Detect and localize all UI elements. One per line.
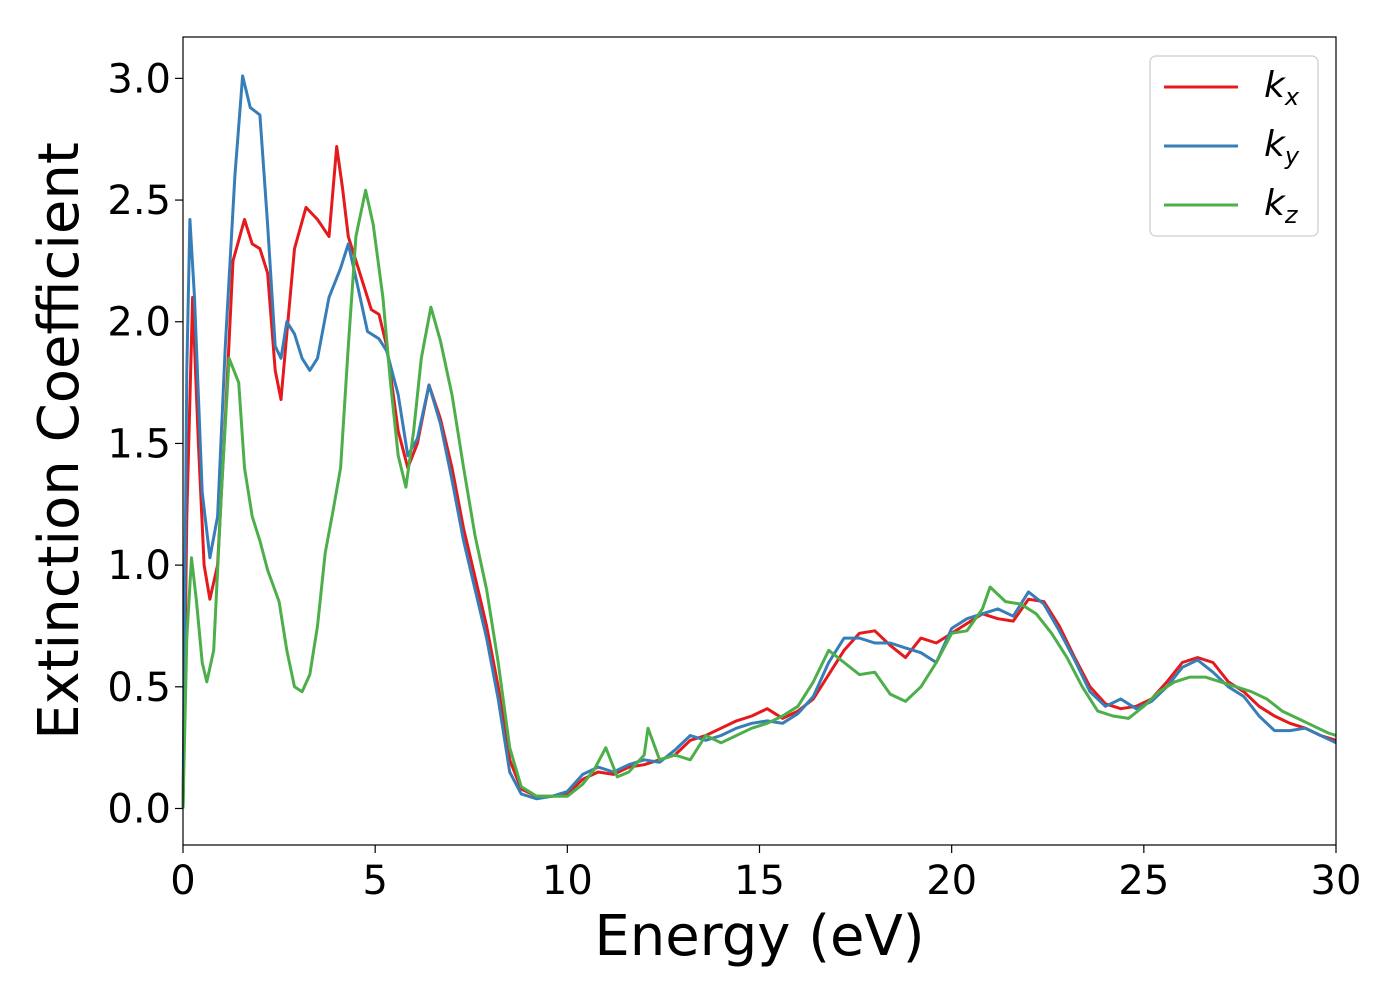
y-axis-ticks: 0.0 0.5 1.0 1.5 2.0 2.5 3.0 [107, 56, 183, 832]
y-tick-label: 1.5 [107, 421, 171, 467]
y-tick-label: 0.5 [107, 665, 171, 711]
legend-label-kz: kz [1264, 183, 1299, 229]
x-tick-label: 20 [926, 858, 977, 904]
x-tick-label: 5 [362, 858, 387, 904]
plot-series [181, 74, 1337, 809]
legend: kx ky kz [1149, 55, 1319, 237]
legend-label-ky: ky [1264, 124, 1300, 170]
x-tick-label: 30 [1311, 858, 1362, 904]
series-line-kx [181, 145, 1337, 809]
y-tick-label: 0.0 [107, 786, 171, 832]
x-tick-label: 10 [542, 858, 593, 904]
series-line-kz [181, 188, 1337, 809]
y-tick-label: 1.0 [107, 543, 171, 589]
x-tick-label: 0 [170, 858, 195, 904]
x-axis-ticks: 0 5 10 15 20 25 30 [170, 845, 1361, 904]
x-axis-title: Energy (eV) [594, 904, 924, 969]
y-tick-label: 2.0 [107, 300, 171, 346]
y-axis-title: Extinction Coefficient [27, 142, 92, 740]
y-tick-label: 2.5 [107, 178, 171, 224]
y-tick-label: 3.0 [107, 56, 171, 102]
legend-label-kx: kx [1264, 65, 1300, 111]
x-tick-label: 25 [1118, 858, 1169, 904]
x-tick-label: 15 [734, 858, 785, 904]
